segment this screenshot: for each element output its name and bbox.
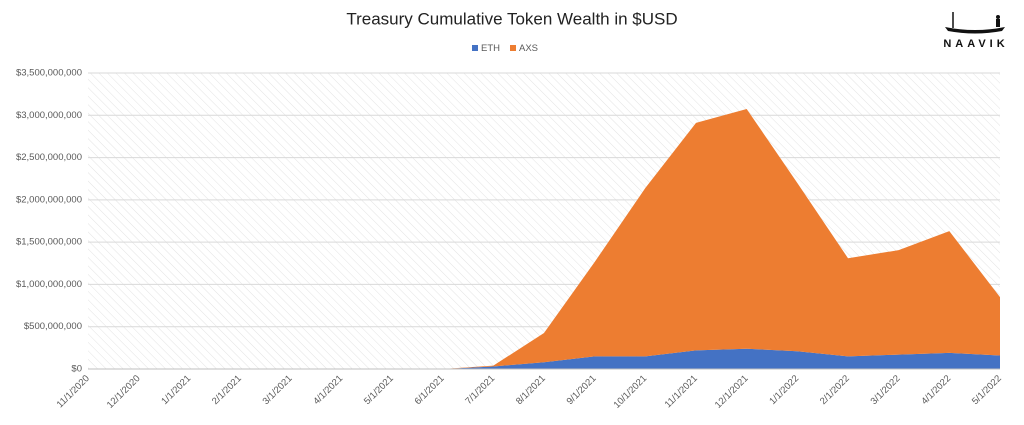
logo: NAAVIK: [943, 12, 1008, 50]
y-tick-label: $3,500,000,000: [16, 68, 82, 79]
legend-label: ETH: [481, 43, 500, 54]
y-tick-label: $3,000,000,000: [16, 110, 82, 121]
logo-boat: [945, 27, 1005, 34]
legend-swatch: [510, 45, 516, 51]
y-tick-label: $1,000,000,000: [16, 279, 82, 290]
logo-text: NAAVIK: [943, 38, 1008, 50]
y-tick-label: $500,000,000: [24, 321, 82, 332]
legend-label: AXS: [519, 43, 538, 54]
chart-title: Treasury Cumulative Token Wealth in $USD: [346, 9, 677, 28]
legend-swatch: [472, 45, 478, 51]
area: [88, 348, 1000, 369]
logo-figure: [996, 15, 1000, 19]
y-tick-label: $2,000,000,000: [16, 194, 82, 205]
y-tick-label: $0: [71, 364, 82, 375]
y-tick-label: $1,500,000,000: [16, 237, 82, 248]
area: [88, 108, 1000, 369]
logo-figure: [996, 19, 1000, 27]
y-tick-label: $2,500,000,000: [16, 152, 82, 163]
